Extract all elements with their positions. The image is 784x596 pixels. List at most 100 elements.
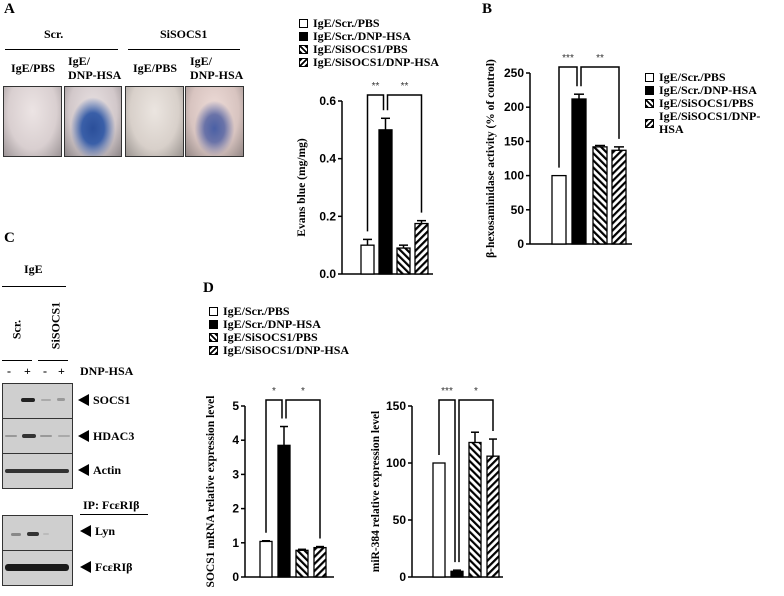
divider [5, 49, 118, 50]
panel-label-a: A [4, 1, 15, 17]
bar [277, 444, 291, 578]
legend-swatch [645, 86, 654, 95]
legend-swatch [209, 320, 218, 329]
blot-lyn [2, 515, 73, 551]
divider [128, 49, 240, 50]
significance-label: * [272, 386, 276, 397]
legend-item: IgE/Scr./PBS [209, 305, 349, 318]
divider [2, 360, 32, 361]
legend-swatch [299, 58, 308, 67]
blot-actin [2, 453, 73, 489]
y-tick-label: 0 [399, 570, 406, 584]
legend-item: IgE/SiSOCS1/DNP-HSA [209, 344, 349, 357]
legend-item: IgE/Scr./PBS [299, 17, 439, 30]
significance-bracket [558, 66, 578, 168]
bar [450, 570, 464, 578]
y-axis-label: miR-384 relative expression level [370, 411, 382, 573]
legend-swatch [209, 307, 218, 316]
y-tick-label: 0.0 [319, 267, 336, 281]
bar [378, 129, 393, 275]
legend-a: IgE/Scr./PBS IgE/Scr./DNP-HSA IgE/SiSOCS1/… [299, 17, 439, 69]
significance-label: * [474, 386, 478, 397]
dnp-sign: + [58, 364, 65, 378]
y-tick-label: 250 [504, 66, 524, 80]
legend-label: IgE/SiSOCS1/DNP-HSA [223, 343, 350, 357]
significance-bracket [265, 399, 283, 533]
sub-label: IgE/ DNP-HSA [190, 54, 244, 82]
significance-label: ** [372, 81, 380, 92]
panel-label-b: B [482, 1, 493, 17]
significance-bracket [438, 399, 456, 563]
significance-label: *** [441, 386, 453, 397]
legend-item: IgE/Scr./DNP-HSA [645, 84, 784, 97]
panel-label-c: C [4, 230, 15, 246]
y-tick-label: 0.6 [319, 94, 336, 108]
dnp-sign: - [43, 364, 47, 378]
y-tick-label: 150 [386, 399, 406, 413]
legend-label: IgE/Scr./DNP-HSA [313, 29, 411, 43]
y-tick-label: 0 [517, 237, 524, 251]
chart-mir: 0 50 100 150 miR-384 relative expression lev… [370, 386, 503, 584]
blot-label: SOCS1 [93, 393, 131, 407]
dnp-sign: + [24, 364, 31, 378]
legend-swatch [299, 45, 308, 54]
bar [551, 174, 567, 245]
legend-item: IgE/SiSOCS1/PBS [645, 97, 784, 110]
legend-swatch [645, 99, 654, 108]
y-axis-label: Evans blue (mg/mg) [296, 138, 308, 237]
panel-label-d: D [203, 280, 214, 296]
y-tick-label: 50 [393, 513, 407, 527]
legend-label: IgE/Scr./DNP-HSA [659, 83, 757, 97]
y-axis-label: SOCS1 mRNA relative expression level [205, 396, 217, 588]
significance-label: *** [562, 53, 574, 64]
arrow-left-icon [78, 430, 89, 442]
legend-label: IgE/Scr./PBS [659, 70, 726, 84]
y-tick-label: 0 [232, 570, 239, 584]
y-axis-label: β-hexosaminidase activity (% of control) [485, 59, 497, 258]
y-tick-label: 4 [232, 433, 239, 447]
legend-label: IgE/SiSOCS1/DNP-HSA [313, 55, 440, 69]
legend-d: IgE/Scr./PBS IgE/Scr./DNP-HSA IgE/SiSOCS1/… [209, 305, 349, 357]
y-tick-label: 200 [504, 100, 524, 114]
chart-socs1: 0 1 2 3 4 5 SOCS1 mRNA relative expression lev… [205, 386, 334, 587]
bar [295, 549, 309, 578]
legend-label: IgE/Scr./PBS [313, 16, 380, 30]
legend-label: IgE/SiSOCS1/PBS [313, 42, 408, 56]
bar [313, 546, 327, 578]
y-tick-label: 100 [386, 456, 406, 470]
legend-swatch [645, 73, 654, 82]
significance-bracket [285, 399, 321, 539]
divider [38, 360, 68, 361]
legend-label: IgE/Scr./DNP-HSA [223, 317, 321, 331]
bar [571, 98, 587, 245]
dnp-label: DNP-HSA [80, 364, 134, 378]
blot-label: FcεRIβ [95, 560, 133, 574]
divider [80, 514, 148, 515]
bar [360, 244, 375, 275]
blot-hdac3 [2, 418, 73, 454]
legend-swatch [299, 32, 308, 41]
y-tick-label: 2 [232, 502, 239, 516]
legend-label: IgE/Scr./PBS [223, 304, 290, 318]
arrow-left-icon [78, 464, 89, 476]
ear-photo-scr-dnp [64, 86, 122, 157]
bar [592, 146, 608, 245]
bar [432, 462, 446, 578]
legend-swatch [645, 118, 654, 128]
group-header-scr: Scr. [44, 27, 64, 41]
divider [2, 286, 66, 287]
ear-photo-sisocs1-pbs [125, 86, 184, 157]
ear-photo-sisocs1-dnp [185, 86, 244, 157]
significance-label: * [301, 386, 305, 397]
treatment-header: IgE [24, 262, 43, 276]
y-tick-label: 50 [511, 203, 525, 217]
significance-bracket [458, 399, 494, 563]
legend-item: IgE/SiSOCS1/DNP-HSA [645, 110, 784, 136]
y-tick-label: 150 [504, 134, 524, 148]
y-tick-label: 0.4 [319, 152, 336, 166]
bar [414, 222, 429, 275]
legend-item: IgE/Scr./PBS [645, 71, 784, 84]
legend-swatch [209, 333, 218, 342]
significance-bracket [580, 66, 620, 139]
